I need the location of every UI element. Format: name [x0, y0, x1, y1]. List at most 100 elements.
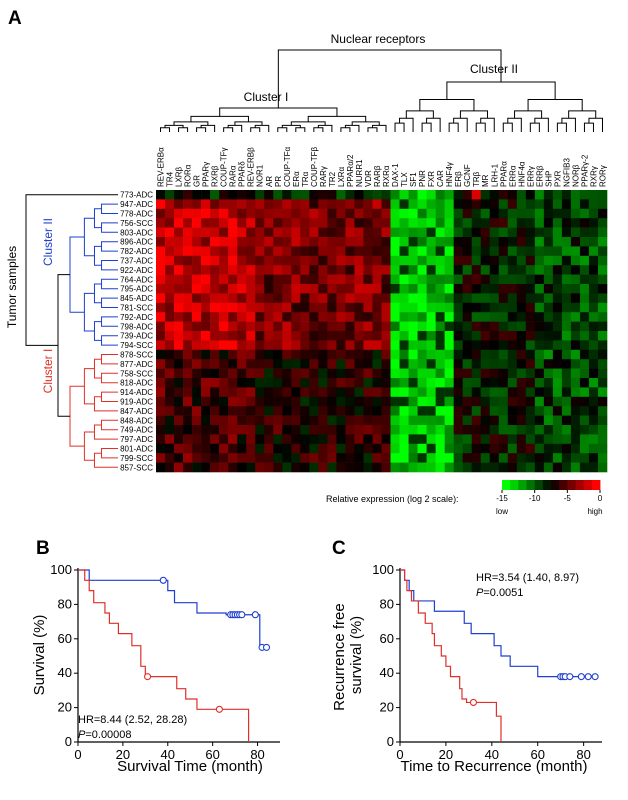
heatmap-cell [291, 255, 301, 266]
heatmap-cell [363, 349, 373, 360]
heatmap-cell [345, 302, 355, 313]
heatmap-cell [561, 218, 572, 228]
heatmap-cell [363, 274, 373, 285]
heatmap-cell [399, 415, 409, 426]
heatmap-cell [345, 218, 355, 228]
heatmap-cell [300, 415, 310, 426]
heatmap-cell [291, 406, 301, 416]
heatmap-cell [453, 387, 463, 398]
heatmap-cell [183, 443, 193, 454]
heatmap-cell [291, 274, 301, 285]
heatmap-cell [507, 340, 518, 351]
heatmap-cell [399, 227, 409, 238]
heatmap-cell [336, 302, 346, 313]
heatmap-cell [201, 368, 211, 379]
heatmap-cell [291, 331, 301, 341]
dendrogram-branch [250, 127, 261, 132]
heatmap-cell [552, 302, 563, 313]
heatmap-cell [291, 199, 301, 210]
sample-label: 782-ADC [120, 247, 153, 256]
dendrogram-branch [93, 396, 118, 412]
heatmap-cell [192, 190, 202, 200]
heatmap-title: Nuclear receptors [331, 32, 426, 46]
heatmap-cell [291, 227, 301, 238]
heatmap-cell [255, 387, 265, 398]
heatmap-cell [453, 396, 463, 407]
heatmap-cell [597, 321, 608, 332]
heatmap-cell [255, 415, 265, 426]
heatmap-cell [192, 218, 202, 228]
heatmap-cell [570, 406, 581, 416]
heatmap-cell [354, 349, 364, 360]
heatmap-cell [354, 434, 364, 445]
heatmap-cell [210, 406, 220, 416]
heatmap-cell [336, 321, 346, 332]
colorbar-step [583, 480, 593, 490]
heatmap-cell [246, 312, 256, 322]
heatmap-cell [471, 321, 482, 332]
heatmap-cell [453, 237, 463, 247]
heatmap-cell [255, 199, 265, 210]
heatmap-cell [534, 331, 545, 341]
heatmap-cell [282, 255, 292, 266]
receptor-label: REV-ERBβ [247, 147, 256, 187]
colorbar-step [510, 480, 519, 490]
heatmap-cell [570, 255, 581, 266]
heatmap-cell [192, 368, 202, 379]
heatmap-cell [354, 246, 364, 257]
heatmap-cell [498, 237, 509, 247]
heatmap-cell [264, 312, 274, 322]
heatmap-cell [588, 434, 599, 445]
heatmap-cell [246, 331, 256, 341]
dendrogram-branch [101, 354, 118, 365]
heatmap-cell [498, 293, 509, 304]
heatmap-cell [372, 190, 382, 200]
heatmap-cell [390, 453, 400, 463]
receptor-label: ERRβ [535, 165, 544, 187]
heatmap-cell [552, 237, 563, 247]
heatmap-cell [318, 443, 328, 454]
dendrogram-branch [568, 110, 597, 119]
heatmap-cell [255, 218, 265, 228]
heatmap-cell [156, 331, 166, 341]
heatmap-cell [264, 293, 274, 304]
heatmap-cell [561, 387, 572, 398]
heatmap-cell [444, 443, 454, 454]
heatmap-cell [318, 434, 328, 445]
heatmap-cell [597, 208, 608, 219]
heatmap-cell [444, 387, 454, 398]
heatmap-cell [597, 190, 608, 200]
heatmap-cell [219, 218, 229, 228]
x-tick-label: 40 [161, 747, 175, 762]
heatmap-cell [381, 443, 391, 454]
heatmap-cell [399, 425, 409, 435]
heatmap-cell [471, 415, 482, 426]
colorbar-step [591, 480, 601, 490]
heatmap-cell [201, 274, 211, 285]
heatmap-cell [219, 368, 229, 379]
heatmap-cell [282, 274, 292, 285]
heatmap-cell [408, 368, 418, 379]
heatmap-cell [579, 415, 590, 426]
heatmap-cell [336, 218, 346, 228]
heatmap-cell [462, 331, 472, 341]
heatmap-cell [219, 190, 229, 200]
dendrogram-branch [200, 124, 216, 132]
heatmap-cell [579, 396, 590, 407]
heatmap-cell [426, 415, 436, 426]
heatmap-cell [489, 331, 500, 341]
heatmap-cell [597, 359, 608, 369]
heatmap-cell [390, 199, 400, 210]
heatmap-cell [255, 227, 265, 238]
heatmap-cell [183, 406, 193, 416]
heatmap-cell [345, 208, 355, 219]
dendrogram-branch [534, 117, 549, 132]
heatmap-cell [345, 425, 355, 435]
heatmap-cell [471, 274, 482, 285]
dendrogram-branch [313, 127, 324, 132]
heatmap-cell [399, 284, 409, 294]
heatmap-cell [597, 331, 608, 341]
receptor-cluster-2-label: Cluster II [470, 62, 518, 76]
heatmap-cell [192, 340, 202, 351]
heatmap-cell [156, 349, 166, 360]
